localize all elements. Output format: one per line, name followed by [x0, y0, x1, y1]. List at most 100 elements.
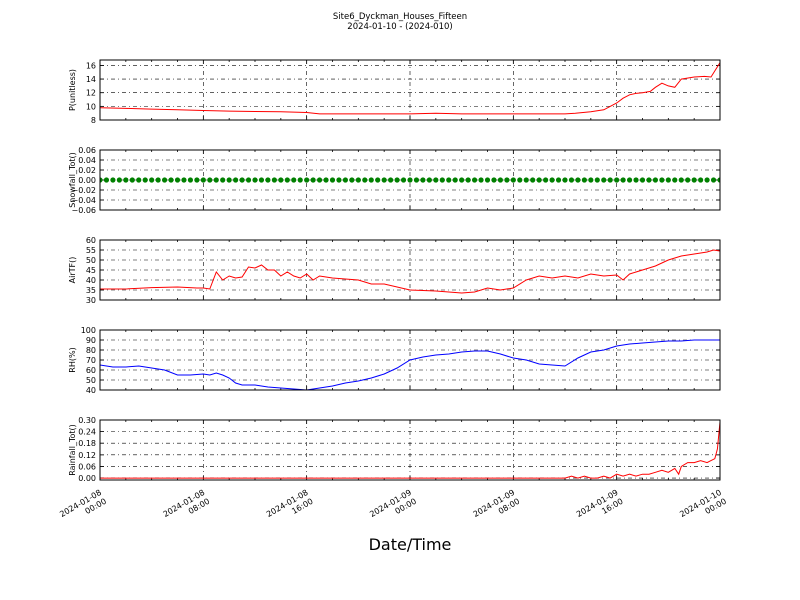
- y-tick-label: 40: [86, 276, 96, 285]
- y-tick-label: 12: [86, 89, 96, 98]
- data-point: [142, 177, 148, 183]
- data-point: [607, 177, 613, 183]
- series-line: [100, 421, 720, 479]
- data-point: [304, 177, 310, 183]
- data-point: [433, 177, 439, 183]
- y-axis-label: RH(%): [68, 347, 77, 372]
- series-group: [100, 421, 720, 479]
- data-point: [168, 177, 174, 183]
- data-point: [123, 177, 129, 183]
- data-point: [155, 177, 161, 183]
- data-point: [484, 177, 491, 183]
- data-point: [478, 177, 484, 183]
- y-tick-label: 8: [91, 116, 96, 125]
- data-point: [200, 177, 206, 183]
- data-point: [685, 177, 691, 183]
- data-point: [517, 177, 523, 183]
- data-point: [562, 177, 568, 183]
- data-point: [400, 177, 407, 183]
- y-tick-label: 0.30: [78, 416, 96, 425]
- series-group: [100, 249, 720, 294]
- data-point: [626, 177, 633, 183]
- data-point: [549, 177, 555, 183]
- panel-2: −0.06−0.04−0.020.000.020.040.06Snowfall_…: [68, 146, 721, 215]
- data-point: [601, 177, 607, 183]
- figure-subtitle: 2024-01-10 - (2024-010): [347, 22, 452, 32]
- x-tick-label: 2024-01-0916:00: [575, 488, 625, 528]
- y-tick-label: 60: [86, 236, 96, 245]
- data-point: [284, 177, 290, 183]
- data-point: [497, 177, 504, 183]
- plot-frame: [99, 419, 721, 481]
- y-tick-label: 50: [86, 376, 96, 385]
- y-tick-label: 0.24: [78, 428, 96, 437]
- data-point: [620, 177, 626, 183]
- data-point: [639, 177, 646, 183]
- y-tick-label: −0.06: [71, 206, 96, 215]
- data-point: [349, 177, 355, 183]
- data-point: [149, 177, 155, 183]
- y-tick-label: 35: [86, 286, 96, 295]
- x-tick-label: 2024-01-0816:00: [265, 488, 315, 528]
- y-tick-label: −0.02: [71, 186, 96, 195]
- data-point: [459, 177, 465, 183]
- data-point: [362, 177, 368, 183]
- data-point: [659, 177, 665, 183]
- data-point: [278, 177, 284, 183]
- data-point: [710, 177, 717, 183]
- data-point: [161, 177, 168, 183]
- plot-frame: [99, 239, 721, 301]
- data-point: [555, 177, 562, 183]
- plot-frame: [99, 59, 721, 121]
- series-line: [100, 62, 720, 115]
- series-group: [100, 62, 720, 115]
- y-tick-label: 0.18: [78, 439, 96, 448]
- data-point: [633, 177, 639, 183]
- data-point: [471, 177, 478, 183]
- series-line: [100, 339, 720, 390]
- x-tick-label: 2024-01-0800:00: [58, 488, 108, 528]
- data-point: [614, 177, 620, 183]
- data-point: [678, 177, 684, 183]
- data-point: [465, 177, 471, 183]
- y-tick-label: 60: [86, 366, 96, 375]
- x-tick-label: 2024-01-1000:00: [678, 488, 728, 528]
- y-tick-label: 40: [86, 386, 96, 395]
- data-point: [381, 177, 387, 183]
- data-point: [297, 177, 303, 183]
- y-axis-label: P(unitless): [68, 69, 77, 111]
- data-point: [207, 177, 213, 183]
- data-point: [213, 177, 219, 183]
- y-tick-label: 50: [86, 256, 96, 265]
- data-point: [239, 177, 245, 183]
- y-tick-label: 80: [86, 346, 96, 355]
- data-point: [110, 177, 116, 183]
- x-tick-label: 2024-01-0808:00: [162, 488, 212, 528]
- y-tick-label: 55: [86, 246, 96, 255]
- data-point: [407, 177, 413, 183]
- data-point: [181, 177, 187, 183]
- series-group: [100, 177, 720, 183]
- x-axis-tick-labels: 2024-01-0800:00 2024-01-0808:00 2024-01-08…: [58, 488, 728, 528]
- data-point: [588, 177, 594, 183]
- data-point: [698, 177, 704, 183]
- y-tick-label: −0.04: [71, 196, 96, 205]
- data-point: [691, 177, 697, 183]
- y-tick-label: 70: [86, 356, 96, 365]
- x-tick-label: 2024-01-0908:00: [472, 488, 522, 528]
- data-point: [271, 177, 277, 183]
- data-point: [504, 177, 510, 183]
- data-point: [446, 177, 452, 183]
- data-point: [100, 177, 103, 183]
- data-point: [568, 177, 575, 183]
- y-tick-label: 0.02: [78, 166, 96, 175]
- data-point: [355, 177, 361, 183]
- y-tick-label: 30: [86, 296, 96, 305]
- data-point: [594, 177, 600, 183]
- data-point: [233, 177, 239, 183]
- data-point: [510, 177, 516, 183]
- data-point: [375, 177, 381, 183]
- data-point: [252, 177, 258, 183]
- data-point: [194, 177, 200, 183]
